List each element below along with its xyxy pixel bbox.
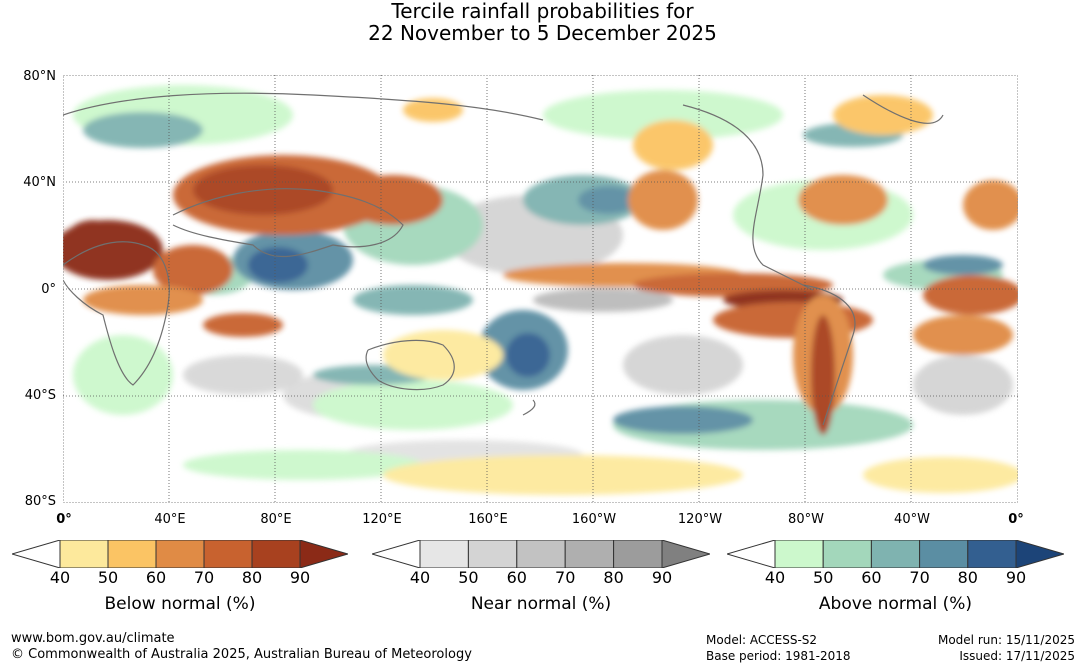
legend-tick-label: 70 xyxy=(909,568,930,587)
legend-swatch xyxy=(919,539,969,569)
map-title-line1: Tercile rainfall probabilities for xyxy=(391,0,694,23)
legend-swatch-low xyxy=(725,539,776,569)
legend-swatch xyxy=(774,539,824,569)
legend-swatch xyxy=(516,539,566,569)
legend-tick-label: 40 xyxy=(49,568,71,587)
legend-tick-label: 90 xyxy=(1005,568,1027,587)
legend-swatch xyxy=(251,539,301,569)
legend-tick-label: 50 xyxy=(813,568,834,587)
legend-tick-label: 70 xyxy=(193,568,215,587)
lon-label-0-right: 0° xyxy=(1008,512,1024,527)
graticule xyxy=(63,75,1018,503)
legend-near-normal: Near normal (%) 40 50 60 70 80 90 xyxy=(370,539,712,614)
rainfall-probability-map xyxy=(63,75,1018,503)
legend-swatch xyxy=(822,539,872,569)
legend-tick-label: 50 xyxy=(458,568,479,587)
legend-swatch xyxy=(107,539,157,569)
legend-swatch-low xyxy=(370,539,421,569)
legend-tick-label: 40 xyxy=(409,568,431,587)
legend-swatch xyxy=(419,539,469,569)
lat-label-40s: 40°S xyxy=(24,388,56,403)
lon-label-40w: 40°W xyxy=(894,512,930,527)
map-title-line2: 22 November to 5 December 2025 xyxy=(368,21,717,45)
footer-copyright: © Commonwealth of Australia 2025, Austra… xyxy=(11,647,472,662)
legend-swatch xyxy=(967,539,1017,569)
legend-swatch-low xyxy=(10,539,61,569)
lon-label-40e: 40°E xyxy=(154,512,186,527)
legend-swatch-high xyxy=(661,539,712,569)
legend-swatch xyxy=(203,539,253,569)
footer-url[interactable]: www.bom.gov.au/climate xyxy=(11,631,175,646)
legend-above-normal-bar xyxy=(725,539,1066,569)
lon-label-120w: 120°W xyxy=(677,512,723,527)
lat-label-80s: 80°S xyxy=(24,494,56,509)
legend-swatch xyxy=(467,539,518,569)
lon-label-80w: 80°W xyxy=(788,512,824,527)
legend-swatch xyxy=(870,539,921,569)
legend-below-normal-bar xyxy=(10,539,350,569)
legend-near-normal-caption: Near normal (%) xyxy=(470,594,612,614)
legend-tick-label: 60 xyxy=(506,568,527,587)
legend-tick-label: 90 xyxy=(289,568,311,587)
legend-tick-label: 70 xyxy=(555,568,576,587)
lat-label-80n: 80°N xyxy=(23,69,56,84)
lat-label-40n: 40°N xyxy=(23,175,56,190)
legend-tick-label: 80 xyxy=(241,568,263,587)
legend-swatch-high xyxy=(299,539,350,569)
footer-base-period: Base period: 1981-2018 xyxy=(706,649,851,663)
legend-above-normal: Above normal (%) 40 50 60 70 80 90 xyxy=(725,539,1066,614)
legend-tick-label: 60 xyxy=(145,568,167,587)
legend-below-normal: Below normal (%) 40 50 60 70 80 90 xyxy=(10,539,350,614)
lon-label-160e: 160°E xyxy=(468,512,508,527)
legend-swatch xyxy=(155,539,205,569)
lon-label-0-left: 0° xyxy=(56,512,72,527)
legend-tick-label: 90 xyxy=(651,568,673,587)
legend-above-normal-caption: Above normal (%) xyxy=(818,594,973,614)
footer-issued: Issued: 17/11/2025 xyxy=(959,649,1075,663)
coastlines xyxy=(63,92,944,426)
map-canvas xyxy=(63,75,1018,503)
legend-near-normal-bar xyxy=(370,539,712,569)
legend-tick-label: 50 xyxy=(97,568,119,587)
lon-label-160w: 160°W xyxy=(571,512,617,527)
footer-model: Model: ACCESS-S2 xyxy=(706,633,818,647)
legend-swatch-high xyxy=(1015,539,1066,569)
lat-label-0: 0° xyxy=(41,282,56,297)
legend-tick-label: 40 xyxy=(764,568,786,587)
footer-model-run: Model run: 15/11/2025 xyxy=(937,633,1075,647)
legend-tick-label: 80 xyxy=(603,568,624,587)
legend-tick-label: 80 xyxy=(957,568,978,587)
legend-swatch xyxy=(59,539,109,569)
legend-swatch xyxy=(613,539,663,569)
lon-label-80e: 80°E xyxy=(260,512,292,527)
legend-below-normal-caption: Below normal (%) xyxy=(104,594,256,614)
legend-swatch xyxy=(564,539,615,569)
lon-label-120e: 120°E xyxy=(362,512,402,527)
legend-tick-label: 60 xyxy=(861,568,882,587)
